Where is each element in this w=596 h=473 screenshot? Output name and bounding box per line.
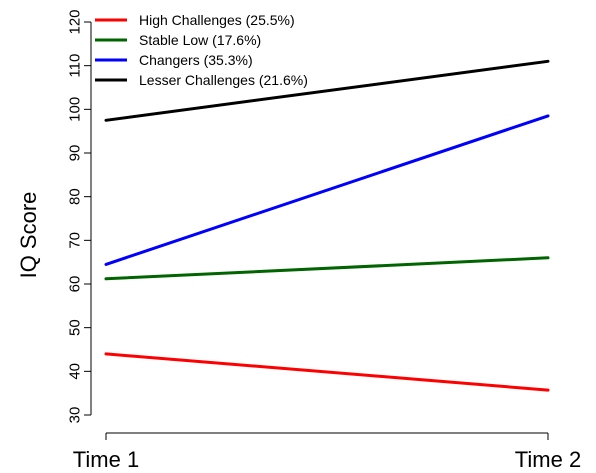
y-tick-label: 70: [66, 232, 83, 249]
x-tick-label: Time 1: [73, 447, 139, 472]
series-line: [104, 59, 550, 122]
y-tick-label: 110: [66, 54, 83, 78]
y-axis: 30 40 50 60 70 80 90 100 110 120: [66, 9, 92, 424]
legend-label: Stable Low (17.6%): [139, 32, 261, 48]
legend-label: High Challenges (25.5%): [139, 12, 295, 28]
y-tick-label: 30: [66, 407, 83, 424]
legend-label: Lesser Challenges (21.6%): [139, 72, 308, 88]
y-tick-label: 120: [66, 9, 83, 34]
y-tick-label: 60: [66, 276, 83, 293]
x-tick-label: Time 2: [515, 447, 581, 472]
series-line: [104, 114, 550, 266]
legend: High Challenges (25.5%) Stable Low (17.6%…: [95, 12, 308, 88]
y-tick-label: 50: [66, 319, 83, 336]
legend-label: Changers (35.3%): [139, 52, 253, 68]
y-tick-label: 80: [66, 188, 83, 205]
y-tick-label: 100: [66, 97, 83, 122]
y-tick-label: 90: [66, 145, 83, 162]
series-lines: [104, 59, 550, 392]
series-line: [104, 352, 550, 392]
y-tick-label: 40: [66, 363, 83, 380]
series-line: [104, 256, 550, 281]
x-axis: Time 1 Time 2: [73, 432, 581, 472]
y-axis-title: IQ Score: [16, 192, 41, 279]
